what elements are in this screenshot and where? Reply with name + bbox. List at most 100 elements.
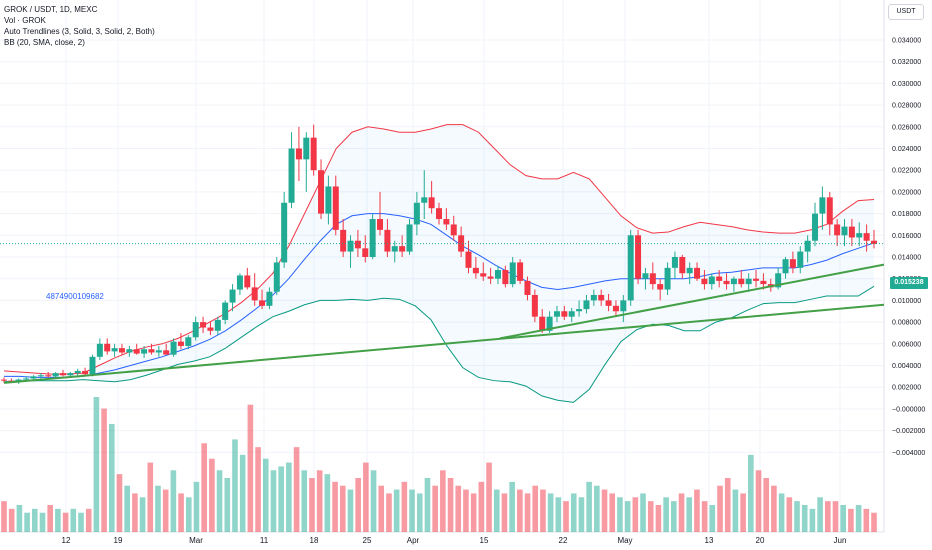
y-tick-label: 0.032000 [892,59,921,66]
volume-bar [840,505,847,532]
candle-body [310,137,317,171]
volume-bar [609,493,616,532]
candle-body [546,316,553,331]
y-tick-label: 0.004000 [892,363,921,370]
candle-body [848,226,855,238]
candle-body [812,213,819,241]
candle-body [494,270,501,279]
trendline-support-short [499,263,885,340]
x-tick-label: 11 [260,536,269,545]
candle-body [804,240,811,252]
chart-legend: GROK / USDT, 1D, MEXC Vol · GROK Auto Tr… [4,4,155,48]
candle-body [52,373,59,377]
volume-bar [786,497,793,532]
candle-body [229,289,236,303]
bb-upper-line [3,124,875,375]
volume-bar [401,481,408,532]
y-tick-label: 0.028000 [892,103,921,110]
candle-body [23,378,30,380]
candle-body [354,240,361,249]
volume-bar [247,404,254,532]
volume-bar [755,470,762,532]
volume-bar [201,443,207,532]
volume-bar [93,397,100,532]
candle-body [244,275,251,288]
y-tick-label: −0.000000 [892,406,925,413]
volume-bar [278,466,284,532]
volume-bar [301,470,308,532]
volume-bar [255,447,261,532]
candle-body [45,375,52,377]
candle-body [340,229,347,252]
volume-bar [778,493,785,532]
candle-body [612,305,619,312]
volume-bar [162,489,169,532]
y-tick-label: 0.020000 [892,189,921,196]
volume-bar [863,508,870,532]
volume-bar [678,493,685,532]
volume-bar [647,501,654,532]
y-tick-label: 0.030000 [892,81,921,88]
candle-body [413,202,420,225]
volume-bar [848,508,854,532]
candle-body [583,300,590,310]
candle-body [620,300,627,312]
candle-body [406,224,413,252]
volume-bar [624,501,631,532]
volume-bar [209,458,215,532]
volume-bar [440,470,446,532]
candle-body [524,280,531,295]
candle-body [590,294,597,301]
candle-body [509,262,516,285]
legend-bollinger-bands[interactable]: BB (20, SMA, close, 2) [4,38,85,47]
candle-body [259,300,266,306]
candle-body [59,373,66,376]
candle-body [369,219,376,257]
candle-body [443,219,450,225]
volume-bar [855,505,862,532]
volume-bar [62,512,69,532]
volume-bar [640,493,646,532]
volume-bar [155,485,161,532]
volume-bar [293,447,300,532]
volume-bar [216,470,223,532]
candle-body [834,224,841,236]
volume-bar [224,478,231,532]
volume-bar [178,493,184,532]
volume-bar [478,481,485,532]
y-tick-label: 0.008000 [892,320,921,327]
candle-body [74,370,81,374]
candle-body [480,273,487,277]
volume-bar [108,424,115,532]
y-tick-label: 0.018000 [892,211,921,218]
candle-body [133,349,140,354]
x-tick-label: 20 [756,536,765,545]
legend-volume[interactable]: Vol · GROK [4,16,46,25]
volume-bar [378,485,385,532]
candle-body [753,278,760,281]
volume-bar [286,462,292,532]
volume-bar [270,470,277,532]
last-price-label: 0.015238 [890,277,928,289]
volume-bar [570,493,577,532]
candle-body [819,197,826,214]
candle-body [642,273,649,279]
volume-bar [339,485,346,532]
candle-body [458,235,465,252]
currency-scale-button[interactable]: USDT [888,4,924,20]
legend-symbol-title[interactable]: GROK / USDT, 1D, MEXC [4,5,98,14]
x-tick-label: Mar [189,536,203,545]
candle-body [635,235,642,279]
candle-body [871,240,877,244]
candle-body [730,278,737,285]
candle-body [332,186,339,230]
candle-body [118,348,125,353]
volume-bar [432,485,438,532]
volume-bar [416,493,423,532]
candle-body [141,349,148,354]
legend-auto-trendlines[interactable]: Auto Trendlines (3, Solid, 3, Solid, 2, … [4,27,155,36]
candle-body [789,259,796,268]
candle-body [531,294,538,317]
trendline-support-long [3,303,885,384]
